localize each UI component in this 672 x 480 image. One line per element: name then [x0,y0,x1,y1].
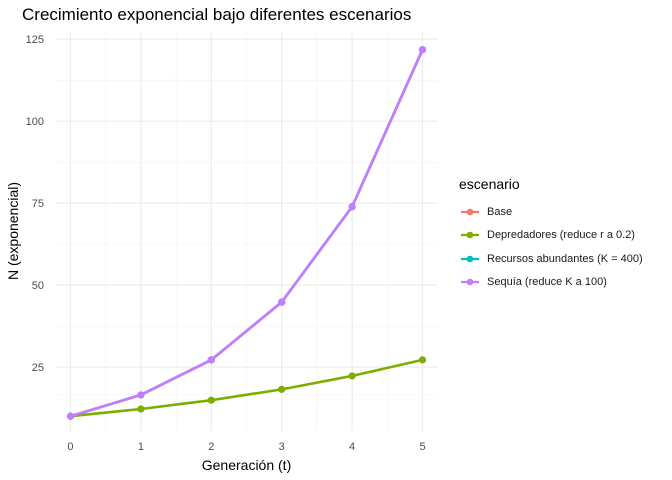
legend-items: Base Depredadores (reduce r a 0.2) Recurso… [459,200,643,294]
data-point [137,391,145,399]
legend-label: Recursos abundantes (K = 400) [487,252,643,265]
legend-key [461,208,479,216]
series-line [70,358,423,418]
y-tick-label: 100 [26,116,44,128]
legend: escenario Base Depredadores (reduce r a 0… [459,176,643,294]
legend-label: Sequía (reduce K a 100) [487,276,607,289]
y-tick-label: 50 [32,280,44,292]
data-point [207,396,215,404]
legend-label: Base [487,205,513,218]
x-tick-label: 1 [138,441,144,453]
data-point [348,372,356,380]
minor-gridlines [55,31,438,431]
legend-title: escenario [459,176,520,192]
x-tick-label: 3 [279,441,285,453]
data-point [66,412,75,420]
series-lines [70,49,424,418]
x-tick-labels: 0 1 2 3 4 5 [67,441,425,453]
legend-key [461,255,479,263]
legend-key [461,231,479,239]
major-gridlines [55,31,438,431]
legend-item: Depredadores (reduce r a 0.2) [459,224,643,248]
chart-title: Crecimiento exponencial bajo diferentes … [22,5,412,24]
x-tick-label: 0 [67,441,73,453]
y-tick-label: 25 [32,362,44,374]
legend-item: Recursos abundantes (K = 400) [459,247,643,271]
series-line [70,49,424,418]
data-point [207,356,215,364]
y-tick-labels: 25 50 75 100 125 [26,34,44,374]
y-axis-title: N (exponencial) [5,182,21,280]
legend-item: Sequía (reduce K a 100) [459,271,643,295]
data-point [348,203,356,211]
y-tick-label: 125 [26,34,44,46]
data-point [278,298,286,306]
series-points [66,46,427,420]
legend-label: Depredadores (reduce r a 0.2) [487,229,635,242]
data-point [278,385,286,393]
data-point [418,356,427,364]
y-tick-label: 75 [32,198,44,210]
x-axis-title: Generación (t) [202,457,291,473]
data-point [137,405,145,413]
data-point [418,46,427,54]
x-tick-label: 2 [208,441,214,453]
legend-item: Base [459,200,643,224]
legend-key [461,278,479,286]
x-tick-label: 4 [349,441,355,453]
x-tick-label: 5 [419,441,425,453]
